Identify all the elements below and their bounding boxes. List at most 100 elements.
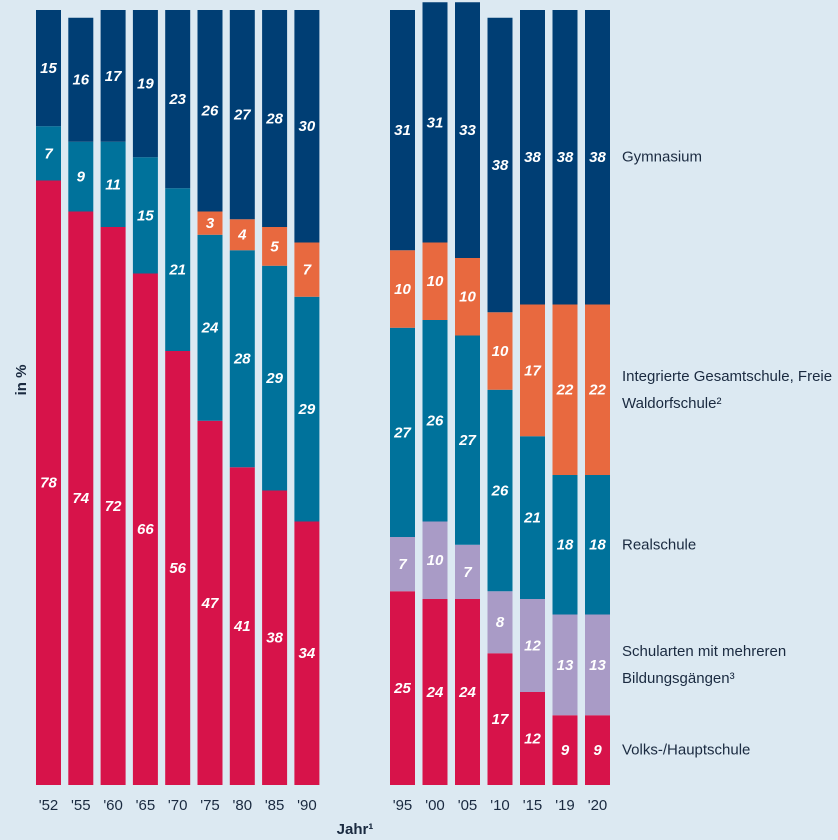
value-label: 9 <box>561 742 570 759</box>
x-tick-label: '75 <box>200 797 220 814</box>
x-tick-label: '10 <box>490 797 510 814</box>
value-label: 38 <box>266 630 283 647</box>
x-tick-label: '95 <box>393 797 413 814</box>
value-label: 4 <box>237 227 247 244</box>
bar-segment <box>487 312 513 390</box>
value-label: 34 <box>299 645 316 662</box>
x-tick-label: '05 <box>458 797 478 814</box>
value-label: 10 <box>394 281 411 298</box>
bar-segment <box>100 227 126 785</box>
value-label: 10 <box>427 273 444 290</box>
value-label: 72 <box>105 498 122 515</box>
value-label: 66 <box>137 521 154 538</box>
value-label: 7 <box>44 145 53 162</box>
bar-segment <box>390 537 415 592</box>
bar-segment <box>455 335 480 545</box>
bar-segment <box>585 475 610 615</box>
bar-segment <box>262 227 288 266</box>
value-label: 13 <box>589 657 606 674</box>
value-label: 5 <box>270 238 279 255</box>
x-tick-label: '85 <box>265 797 285 814</box>
bar-segment <box>36 126 61 181</box>
value-label: 26 <box>491 482 509 499</box>
bar-segment <box>455 544 480 599</box>
bar-segment <box>229 219 255 251</box>
value-label: 33 <box>459 122 476 139</box>
bar-segment <box>229 467 255 785</box>
value-label: 10 <box>427 552 444 569</box>
value-label: 13 <box>557 657 574 674</box>
value-label: 38 <box>492 157 509 174</box>
bar-segment <box>455 2 480 258</box>
bar-segment <box>68 211 94 785</box>
value-label: 30 <box>299 118 316 135</box>
bar-segment <box>422 599 448 785</box>
value-label: 18 <box>589 537 606 554</box>
bar-segment <box>552 475 578 615</box>
bar-segment <box>100 10 126 142</box>
value-label: 26 <box>426 413 444 430</box>
value-label: 41 <box>233 618 251 635</box>
x-tick-label: '55 <box>71 797 91 814</box>
value-label: 22 <box>556 382 574 399</box>
bar-segment <box>585 304 610 475</box>
x-tick-label: '15 <box>523 797 543 814</box>
bar-segment <box>552 614 578 716</box>
value-label: 7 <box>463 564 472 581</box>
value-label: 27 <box>233 107 251 124</box>
value-label: 38 <box>524 149 541 166</box>
bar-segment <box>262 265 288 491</box>
value-label: 7 <box>303 262 312 279</box>
value-label: 11 <box>105 176 121 193</box>
bar-segment <box>197 234 223 421</box>
bar-segment <box>487 591 513 654</box>
value-label: 21 <box>168 262 186 279</box>
bar-segment <box>455 258 480 336</box>
value-label: 17 <box>105 68 122 85</box>
bar-segment <box>132 157 158 274</box>
bar-segment <box>294 242 320 297</box>
bar-segment <box>262 10 288 227</box>
bar-segment <box>422 320 448 522</box>
value-label: 3 <box>206 215 215 232</box>
bar-segment <box>520 436 545 599</box>
bar-segment <box>422 2 448 243</box>
bar-segment <box>487 17 513 313</box>
legend-entry: Integrierte Gesamtschule, Freie Waldorfs… <box>622 367 833 412</box>
value-label: 29 <box>298 401 316 418</box>
bar-segment <box>294 10 320 243</box>
bar-segment <box>165 351 191 785</box>
x-tick-label: '90 <box>297 797 317 814</box>
bar-segment <box>132 10 158 158</box>
x-axis-label: Jahr¹ <box>337 821 374 838</box>
bar-segment <box>262 490 288 785</box>
bar-segment <box>520 692 545 785</box>
value-label: 24 <box>426 684 444 701</box>
x-tick-label: '52 <box>39 797 59 814</box>
bar-segment <box>294 296 320 522</box>
value-label: 21 <box>523 510 541 527</box>
bar-segment <box>197 10 223 212</box>
value-label: 16 <box>72 72 89 89</box>
x-tick-label: '20 <box>588 797 608 814</box>
value-label: 18 <box>557 537 574 554</box>
bar-segment <box>36 10 61 127</box>
legend-entry: Realschule <box>622 536 697 554</box>
bar-segment <box>229 10 255 220</box>
bar-segment <box>520 599 545 692</box>
value-label: 12 <box>524 637 541 654</box>
bar-segment <box>68 141 94 212</box>
bar-segment <box>100 141 126 227</box>
value-label: 17 <box>492 711 509 728</box>
x-tick-label: '70 <box>168 797 188 814</box>
bar-segment <box>585 614 610 716</box>
bar-segment <box>165 10 191 189</box>
value-label: 23 <box>168 91 186 108</box>
bar-segment <box>36 180 61 785</box>
x-tick-label: '60 <box>103 797 123 814</box>
bar-segment <box>552 10 578 305</box>
value-label: 10 <box>459 289 476 306</box>
value-label: 24 <box>201 320 219 337</box>
